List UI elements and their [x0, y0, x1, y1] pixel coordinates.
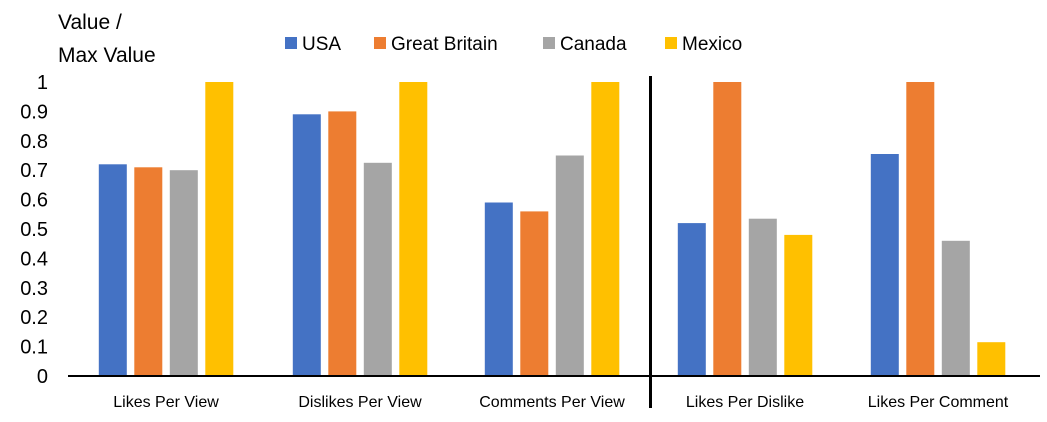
- y-tick-label: 0.3: [20, 278, 48, 300]
- legend-label-great-britain: Great Britain: [391, 34, 498, 55]
- bar-canada-dislikes-per-view: [363, 162, 392, 376]
- legend-label-usa: USA: [302, 34, 341, 55]
- y-tick-label: 0: [37, 366, 48, 388]
- bar-mexico-dislikes-per-view: [399, 82, 428, 376]
- x-axis-categories: Likes Per View Dislikes Per View Comments …: [113, 394, 1009, 411]
- x-category-label: Dislikes Per View: [298, 394, 422, 411]
- bar-canada-comments-per-view: [555, 155, 584, 376]
- y-tick-label: 0.6: [20, 190, 48, 212]
- y-axis-title-line-1: Value /: [58, 11, 122, 34]
- bar-great-britain-dislikes-per-view: [328, 111, 357, 377]
- bar-canada-likes-per-comment: [941, 240, 970, 376]
- y-axis-ticks: 0 0.1 0.2 0.3 0.4 0.5 0.6 0.7 0.8 0.9 1: [20, 72, 48, 388]
- bar-great-britain-likes-per-view: [134, 167, 163, 376]
- bar-mexico-likes-per-view: [205, 82, 234, 376]
- y-axis-title-line-2: Max Value: [58, 44, 156, 67]
- legend-swatch-canada: [543, 37, 555, 49]
- bar-usa-dislikes-per-view: [292, 114, 321, 377]
- bar-usa-comments-per-view: [484, 202, 513, 376]
- bar-great-britain-comments-per-view: [520, 211, 549, 376]
- bar-mexico-likes-per-dislike: [784, 234, 813, 376]
- legend-swatch-usa: [285, 37, 297, 49]
- bar-canada-likes-per-dislike: [748, 218, 777, 376]
- y-tick-label: 0.1: [20, 337, 48, 359]
- bar-usa-likes-per-dislike: [677, 223, 706, 376]
- y-tick-label: 0.5: [20, 219, 48, 241]
- y-tick-label: 0.4: [20, 248, 48, 270]
- bar-usa-likes-per-view: [98, 164, 127, 376]
- x-category-label: Likes Per View: [113, 394, 219, 411]
- legend-swatch-mexico: [665, 37, 677, 49]
- x-category-label: Comments Per View: [479, 394, 625, 411]
- bar-great-britain-likes-per-dislike: [713, 82, 742, 376]
- bars: [98, 82, 1006, 377]
- bar-usa-likes-per-comment: [870, 154, 899, 376]
- legend-label-canada: Canada: [560, 34, 627, 55]
- x-category-label: Likes Per Comment: [868, 394, 1009, 411]
- bar-great-britain-likes-per-comment: [906, 82, 935, 376]
- bar-mexico-likes-per-comment: [977, 342, 1006, 376]
- y-tick-label: 1: [37, 72, 48, 94]
- legend-label-mexico: Mexico: [682, 34, 742, 55]
- y-axis-title: Value / Max Value: [58, 11, 156, 67]
- y-tick-label: 0.2: [20, 307, 48, 329]
- bar-mexico-comments-per-view: [591, 82, 620, 376]
- y-tick-label: 0.9: [20, 101, 48, 123]
- x-category-label: Likes Per Dislike: [686, 394, 804, 411]
- bar-canada-likes-per-view: [169, 170, 198, 376]
- legend-swatch-great-britain: [374, 37, 386, 49]
- y-tick-label: 0.7: [20, 160, 48, 182]
- y-tick-label: 0.8: [20, 131, 48, 153]
- legend: USA Great Britain Canada Mexico: [285, 34, 742, 55]
